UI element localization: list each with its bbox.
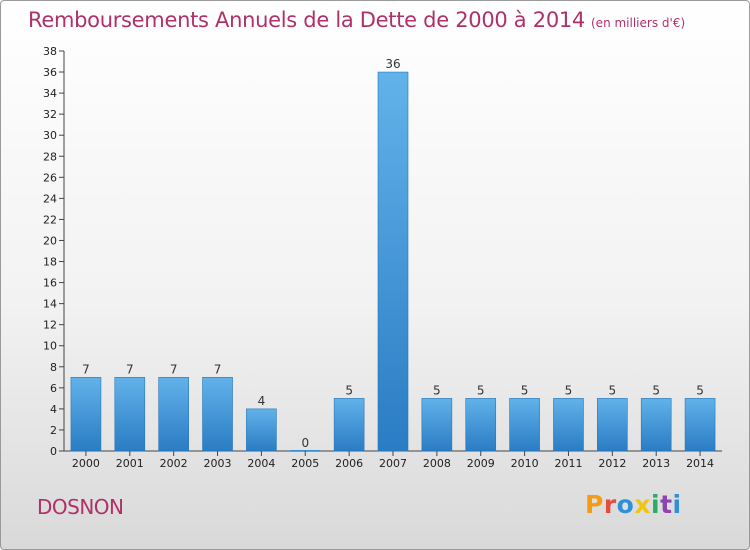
bar-2010 xyxy=(509,398,540,452)
y-tick-label: 24 xyxy=(43,192,57,205)
bar-2006 xyxy=(333,398,365,452)
y-tick-label: 4 xyxy=(50,403,57,416)
logo-letter: P xyxy=(585,490,604,519)
y-tick-label: 30 xyxy=(43,129,57,142)
x-tick-label-2012: 2012 xyxy=(598,457,626,470)
x-tick-label-2009: 2009 xyxy=(467,457,495,470)
y-tick-label: 2 xyxy=(50,424,57,437)
x-tick-label-2004: 2004 xyxy=(247,457,275,470)
x-tick-label-2001: 2001 xyxy=(116,457,144,470)
y-tick-label: 14 xyxy=(43,298,57,311)
bar-2000 xyxy=(70,377,102,452)
value-label-2012: 5 xyxy=(609,383,617,397)
y-tick-label: 12 xyxy=(43,319,57,332)
x-tick-label-2006: 2006 xyxy=(335,457,363,470)
bar-2002 xyxy=(158,377,189,452)
y-tick-label: 22 xyxy=(43,213,57,226)
x-tick-label-2007: 2007 xyxy=(379,457,407,470)
y-tick-label: 0 xyxy=(50,445,57,458)
y-tick-label: 16 xyxy=(43,277,57,290)
y-tick-label: 36 xyxy=(43,66,57,79)
y-tick-label: 28 xyxy=(43,150,57,163)
proxiti-logo: Proxiti xyxy=(585,490,682,519)
chart-title: Remboursements Annuels de la Dette de 20… xyxy=(28,8,585,32)
y-tick-label: 10 xyxy=(43,340,57,353)
bar-2012 xyxy=(597,398,628,452)
value-label-2008: 5 xyxy=(433,383,441,397)
x-tick-label-2005: 2005 xyxy=(291,457,319,470)
y-tick-label: 26 xyxy=(43,171,57,184)
value-label-2005: 0 xyxy=(301,436,309,450)
commune-name: DOSNON xyxy=(37,495,124,519)
value-label-2000: 7 xyxy=(82,362,90,376)
y-tick-label: 20 xyxy=(43,234,57,247)
value-label-2009: 5 xyxy=(477,383,485,397)
x-tick-label-2000: 2000 xyxy=(72,457,100,470)
value-label-2007: 36 xyxy=(385,57,400,71)
bar-2008 xyxy=(421,398,453,452)
value-label-2014: 5 xyxy=(696,383,704,397)
x-tick-label-2003: 2003 xyxy=(204,457,232,470)
value-label-2001: 7 xyxy=(126,362,134,376)
bar-2004 xyxy=(246,408,277,452)
chart-unit: (en milliers d'€) xyxy=(591,16,686,30)
logo-letter: i xyxy=(651,490,661,519)
value-label-2013: 5 xyxy=(652,383,660,397)
logo-letter: x xyxy=(634,490,651,519)
logo-letter: t xyxy=(660,490,673,519)
value-label-2002: 7 xyxy=(170,362,178,376)
bar-2009 xyxy=(465,398,497,452)
x-tick-label-2010: 2010 xyxy=(511,457,539,470)
x-tick-label-2013: 2013 xyxy=(642,457,670,470)
y-tick-label: 8 xyxy=(50,361,57,374)
chart-title-line: Remboursements Annuels de la Dette de 20… xyxy=(28,8,685,32)
x-tick-label-2002: 2002 xyxy=(160,457,188,470)
y-tick-label: 6 xyxy=(50,382,57,395)
y-tick-label: 34 xyxy=(43,87,57,100)
logo-letter: r xyxy=(603,490,617,519)
bar-2007 xyxy=(377,71,409,452)
x-tick-label-2014: 2014 xyxy=(686,457,714,470)
bar-2001 xyxy=(114,377,146,452)
bar-2005 xyxy=(290,450,321,451)
x-tick-label-2011: 2011 xyxy=(554,457,582,470)
value-label-2003: 7 xyxy=(214,362,222,376)
logo-letter: o xyxy=(616,490,635,519)
y-tick-label: 18 xyxy=(43,256,57,269)
value-label-2011: 5 xyxy=(565,383,573,397)
bar-2011 xyxy=(553,398,584,452)
value-label-2006: 5 xyxy=(345,383,353,397)
x-tick-label-2008: 2008 xyxy=(423,457,451,470)
bar-2013 xyxy=(640,398,672,452)
y-tick-label: 32 xyxy=(43,108,57,121)
value-label-2010: 5 xyxy=(521,383,529,397)
bar-2003 xyxy=(202,377,233,452)
bar-2014 xyxy=(684,398,716,452)
value-label-2004: 4 xyxy=(258,394,266,408)
logo-letter: i xyxy=(672,490,682,519)
y-tick-label: 38 xyxy=(43,45,57,58)
